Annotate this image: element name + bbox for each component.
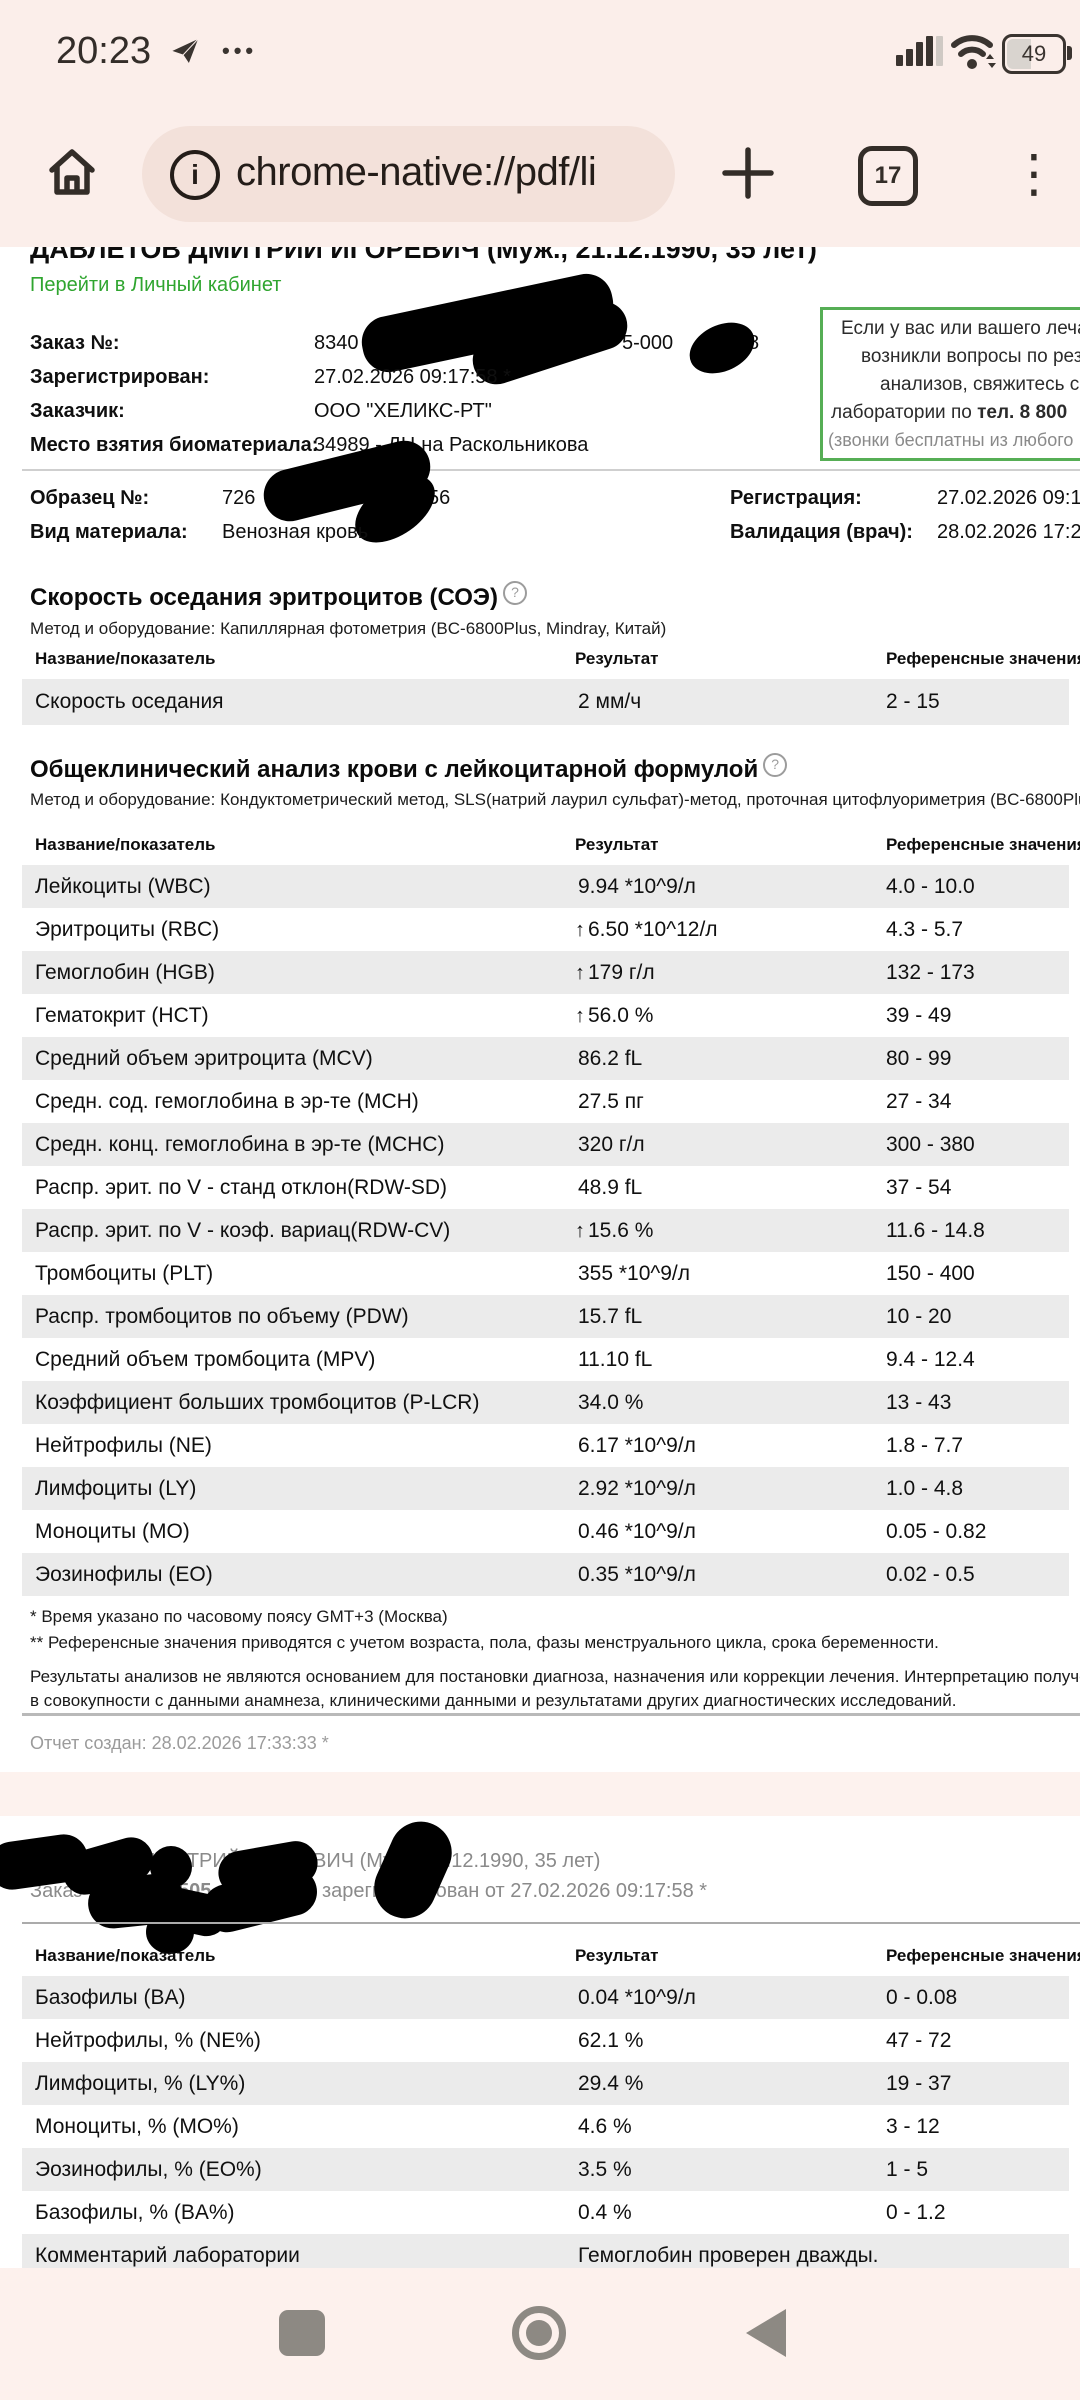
table-row: Лимфоциты (LY) 2.92 *10^9/л 1.0 - 4.8 <box>22 1467 1069 1510</box>
battery-nub <box>1067 46 1072 60</box>
table-row: Гематокрит (HCT) ↑ 56.0 % 39 - 49 <box>35 1003 952 1027</box>
page-gap <box>0 1772 1080 1816</box>
disclaimer-line2: в совокупности с данными анамнеза, клини… <box>30 1691 957 1710</box>
pdf-page-1: ДАВЛЕТОВ ДМИТРИЙ ИГОРЕВИЧ (Муж., 21.12.1… <box>0 247 1080 1772</box>
table-row: Нейтрофилы (NE) 6.17 *10^9/л 1.8 - 7.7 <box>35 1433 964 1457</box>
table-header: Название/показатель Результат Референсны… <box>35 835 1080 854</box>
divider <box>22 1713 1080 1716</box>
cbc-percent-table: Название/показатель Результат Референсны… <box>22 1946 1080 2277</box>
method-line: Метод и оборудование: Капиллярная фотоме… <box>30 619 667 638</box>
registration-label: Регистрация: <box>730 487 862 509</box>
new-tab-button[interactable] <box>721 146 775 200</box>
validation-label: Валидация (врач): <box>730 521 913 543</box>
table-row: Лимфоциты, % (LY%) 29.4 % 19 - 37 <box>22 2062 1069 2105</box>
notice-line: (звонки бесплатны из любого <box>828 430 1074 450</box>
clock: 20:23 <box>56 30 152 72</box>
notice-line: лаборатории по тел. 8 800 <box>831 402 1068 423</box>
site-label: Место взятия биоматериала: <box>30 434 319 456</box>
table-row: Лейкоциты (WBC) 9.94 *10^9/л 4.0 - 10.0 <box>22 865 1069 908</box>
table-row: Средн. конц. гемоглобина в эр-те (MCHC) 3… <box>22 1123 1069 1166</box>
table-row: Базофилы, % (BA%) 0.4 % 0 - 1.2 <box>35 2200 946 2224</box>
back-button[interactable] <box>746 2309 786 2357</box>
home-nav-button[interactable] <box>512 2306 566 2360</box>
table-row: Скорость оседания 2 мм/ч 2 - 15 <box>22 679 1069 725</box>
material-value: Венозная кровь <box>222 521 369 543</box>
order-number-frag2: 5-000 <box>622 332 674 354</box>
help-icon: ? <box>763 753 788 777</box>
esr-table: Название/показатель Результат Референсны… <box>22 649 1080 725</box>
validation-value: 28.02.2026 17:27 <box>937 521 1080 543</box>
registered-label: Зарегистрирован: <box>30 366 210 388</box>
table-row: Эозинофилы (EO) 0.35 *10^9/л 0.02 - 0.5 <box>22 1553 1069 1596</box>
section-title-cbc: Общеклинический анализ крови с лейкоцита… <box>30 753 788 784</box>
more-notifications-dots: ••• <box>222 38 258 63</box>
notice-line: возникли вопросы по рез <box>861 346 1080 367</box>
android-nav-bar <box>0 2268 1080 2400</box>
table-row: Моноциты, % (MO%) 4.6 % 3 - 12 <box>35 2114 940 2138</box>
registered-value: 27.02.2026 09:17:58 * <box>314 366 511 388</box>
table-row: Распр. эрит. по V - станд отклон(RDW-SD)… <box>35 1175 952 1199</box>
url-bar[interactable]: i chrome-native://pdf/li <box>142 126 675 222</box>
material-label: Вид материала: <box>30 521 188 543</box>
table-header: Название/показатель Результат Референсны… <box>35 649 1080 668</box>
sample-number-frag1: 726 <box>222 487 256 509</box>
table-row: Распр. эрит. по V - коэф. вариац(RDW-CV)… <box>22 1209 1069 1252</box>
sample-number-label: Образец №: <box>30 487 150 509</box>
pdf-page-2: ДАВЛЕТОВ ДМИТРИЙ ИГОРЕВИЧ (Муж., 21.12.1… <box>0 1811 1080 2277</box>
wifi-icon <box>948 28 998 72</box>
status-bar: 20:23 ••• 49 <box>0 0 1080 100</box>
browser-toolbar: i chrome-native://pdf/li 17 ⋮ <box>0 100 1080 247</box>
notice-line: анализов, свяжитесь с <box>880 374 1080 395</box>
table-row: Средн. сод. гемоглобина в эр-те (MCH) 27.… <box>35 1089 952 1113</box>
url-text[interactable]: chrome-native://pdf/li <box>236 150 597 194</box>
footnote-timezone: * Время указано по часовому поясу GMT+3 … <box>30 1607 448 1626</box>
table-row: Средний объем тромбоцита (MPV) 11.10 fL 9.… <box>35 1347 975 1371</box>
report-created: Отчет создан: 28.02.2026 17:33:33 * <box>30 1733 329 1753</box>
order-number-frag1: 8340 <box>314 332 359 354</box>
divider <box>22 469 1080 471</box>
page-info-icon[interactable]: i <box>170 150 220 200</box>
personal-account-link[interactable]: Перейти в Личный кабинет <box>30 274 282 296</box>
battery-percent: 49 <box>1021 41 1047 66</box>
battery-icon: 49 <box>1002 34 1072 74</box>
patient-header-clipped: ДАВЛЕТОВ ДМИТРИЙ ИГОРЕВИЧ (Муж., 21.12.1… <box>30 247 817 264</box>
menu-button[interactable]: ⋮ <box>1008 145 1060 203</box>
table-row: Моноциты (MO) 0.46 *10^9/л 0.05 - 0.82 <box>35 1519 987 1543</box>
home-button[interactable] <box>44 144 100 200</box>
disclaimer-line1: Результаты анализов не являются основани… <box>30 1667 1080 1686</box>
table-row: Нейтрофилы, % (NE%) 62.1 % 47 - 72 <box>35 2028 952 2052</box>
recents-button[interactable] <box>279 2310 325 2356</box>
lab-contact-notice: Если у вас или вашего леча возникли вопр… <box>820 307 1080 461</box>
help-icon: ? <box>503 581 527 605</box>
tab-count: 17 <box>874 162 902 189</box>
table-row: Распр. тромбоцитов по объему (PDW) 15.7 f… <box>22 1295 1069 1338</box>
customer-label: Заказчик: <box>30 400 125 422</box>
battery-fill <box>1007 39 1031 69</box>
signal-icon <box>896 32 943 70</box>
tab-switcher-button[interactable]: 17 <box>858 146 918 206</box>
method-line: Метод и оборудование: Кондуктометрически… <box>30 790 1080 809</box>
table-row: Коэффициент больших тромбоцитов (P-LCR) 3… <box>22 1381 1069 1424</box>
section-title-esr: Скорость оседания эритроцитов (СОЭ)? <box>30 581 527 612</box>
table-row: Тромбоциты (PLT) 355 *10^9/л 150 - 400 <box>35 1261 975 1285</box>
table-row: Базофилы (BA) 0.04 *10^9/л 0 - 0.08 <box>22 1976 1069 2019</box>
table-row: Гемоглобин (HGB) ↑ 179 г/л 132 - 173 <box>22 951 1069 994</box>
footnote-reference: ** Референсные значения приводятся с уче… <box>30 1633 939 1652</box>
cbc-table: Название/показатель Результат Референсны… <box>22 835 1080 1596</box>
table-row: Средний объем эритроцита (MCV) 86.2 fL 80 … <box>22 1037 1069 1080</box>
notice-line: Если у вас или вашего леча <box>841 318 1080 339</box>
table-row: Эозинофилы, % (EO%) 3.5 % 1 - 5 <box>22 2148 1069 2191</box>
registration-value: 27.02.2026 09:15 <box>937 487 1080 509</box>
table-row: Эритроциты (RBC) ↑ 6.50 *10^12/л 4.3 - 5.7 <box>35 917 964 941</box>
table-header: Название/показатель Результат Референсны… <box>35 1946 1080 1965</box>
redaction-scribble <box>146 1910 194 1954</box>
telegram-notification-icon <box>168 34 202 68</box>
customer-value: ООО "ХЕЛИКС-РТ" <box>314 400 492 422</box>
redaction-scribble <box>681 312 763 384</box>
order-number-label: Заказ №: <box>30 332 120 354</box>
divider <box>22 1922 1080 1924</box>
